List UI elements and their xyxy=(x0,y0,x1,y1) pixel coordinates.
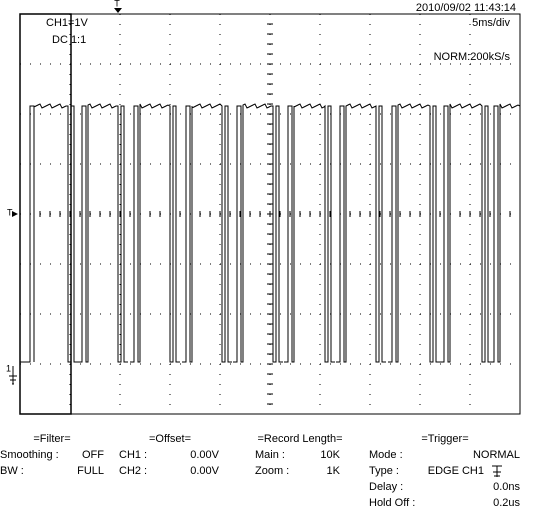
trigger-level-arrow xyxy=(12,211,18,217)
setting-label: CH2 : xyxy=(119,465,147,477)
panel-title: =Filter= xyxy=(33,433,70,445)
setting-value: 10K xyxy=(320,449,340,461)
setting-label: Type : xyxy=(369,465,399,477)
setting-label: Main : xyxy=(255,449,285,461)
setting-value: FULL xyxy=(77,465,104,477)
trigger-level-marker: T xyxy=(7,207,13,217)
datetime: 2010/09/02 11:43:14 xyxy=(416,2,516,14)
panel-title: =Record Length= xyxy=(257,433,342,445)
setting-value: 0.0ns xyxy=(493,481,520,493)
ground-symbol xyxy=(9,366,17,385)
setting-value: 0.00V xyxy=(190,465,219,477)
channel-marker: 1 xyxy=(6,363,11,373)
edge-symbol xyxy=(492,465,502,477)
setting-label: Hold Off : xyxy=(369,497,415,509)
setting-label: Delay : xyxy=(369,481,403,493)
channel-scale: CH1=1V xyxy=(46,17,89,29)
sample-rate: NORM:200kS/s xyxy=(434,51,511,63)
setting-value: OFF xyxy=(82,449,104,461)
panel-title: =Offset= xyxy=(149,433,191,445)
timebase: 5ms/div xyxy=(472,17,510,29)
trigger-time-arrow xyxy=(114,8,122,13)
setting-label: CH1 : xyxy=(119,449,147,461)
setting-label: Smoothing : xyxy=(0,449,59,461)
setting-label: Zoom : xyxy=(255,465,289,477)
setting-value: EDGE CH1 xyxy=(428,465,484,477)
setting-label: Mode : xyxy=(369,449,403,461)
coupling: DC 1:1 xyxy=(52,34,86,46)
setting-value: 1K xyxy=(327,465,341,477)
panel-title: =Trigger= xyxy=(421,433,468,445)
setting-value: NORMAL xyxy=(473,449,520,461)
trigger-time-marker: T xyxy=(114,0,120,8)
setting-label: BW : xyxy=(0,465,24,477)
setting-value: 0.2us xyxy=(493,497,520,509)
setting-value: 0.00V xyxy=(190,449,219,461)
waveform xyxy=(20,103,521,363)
